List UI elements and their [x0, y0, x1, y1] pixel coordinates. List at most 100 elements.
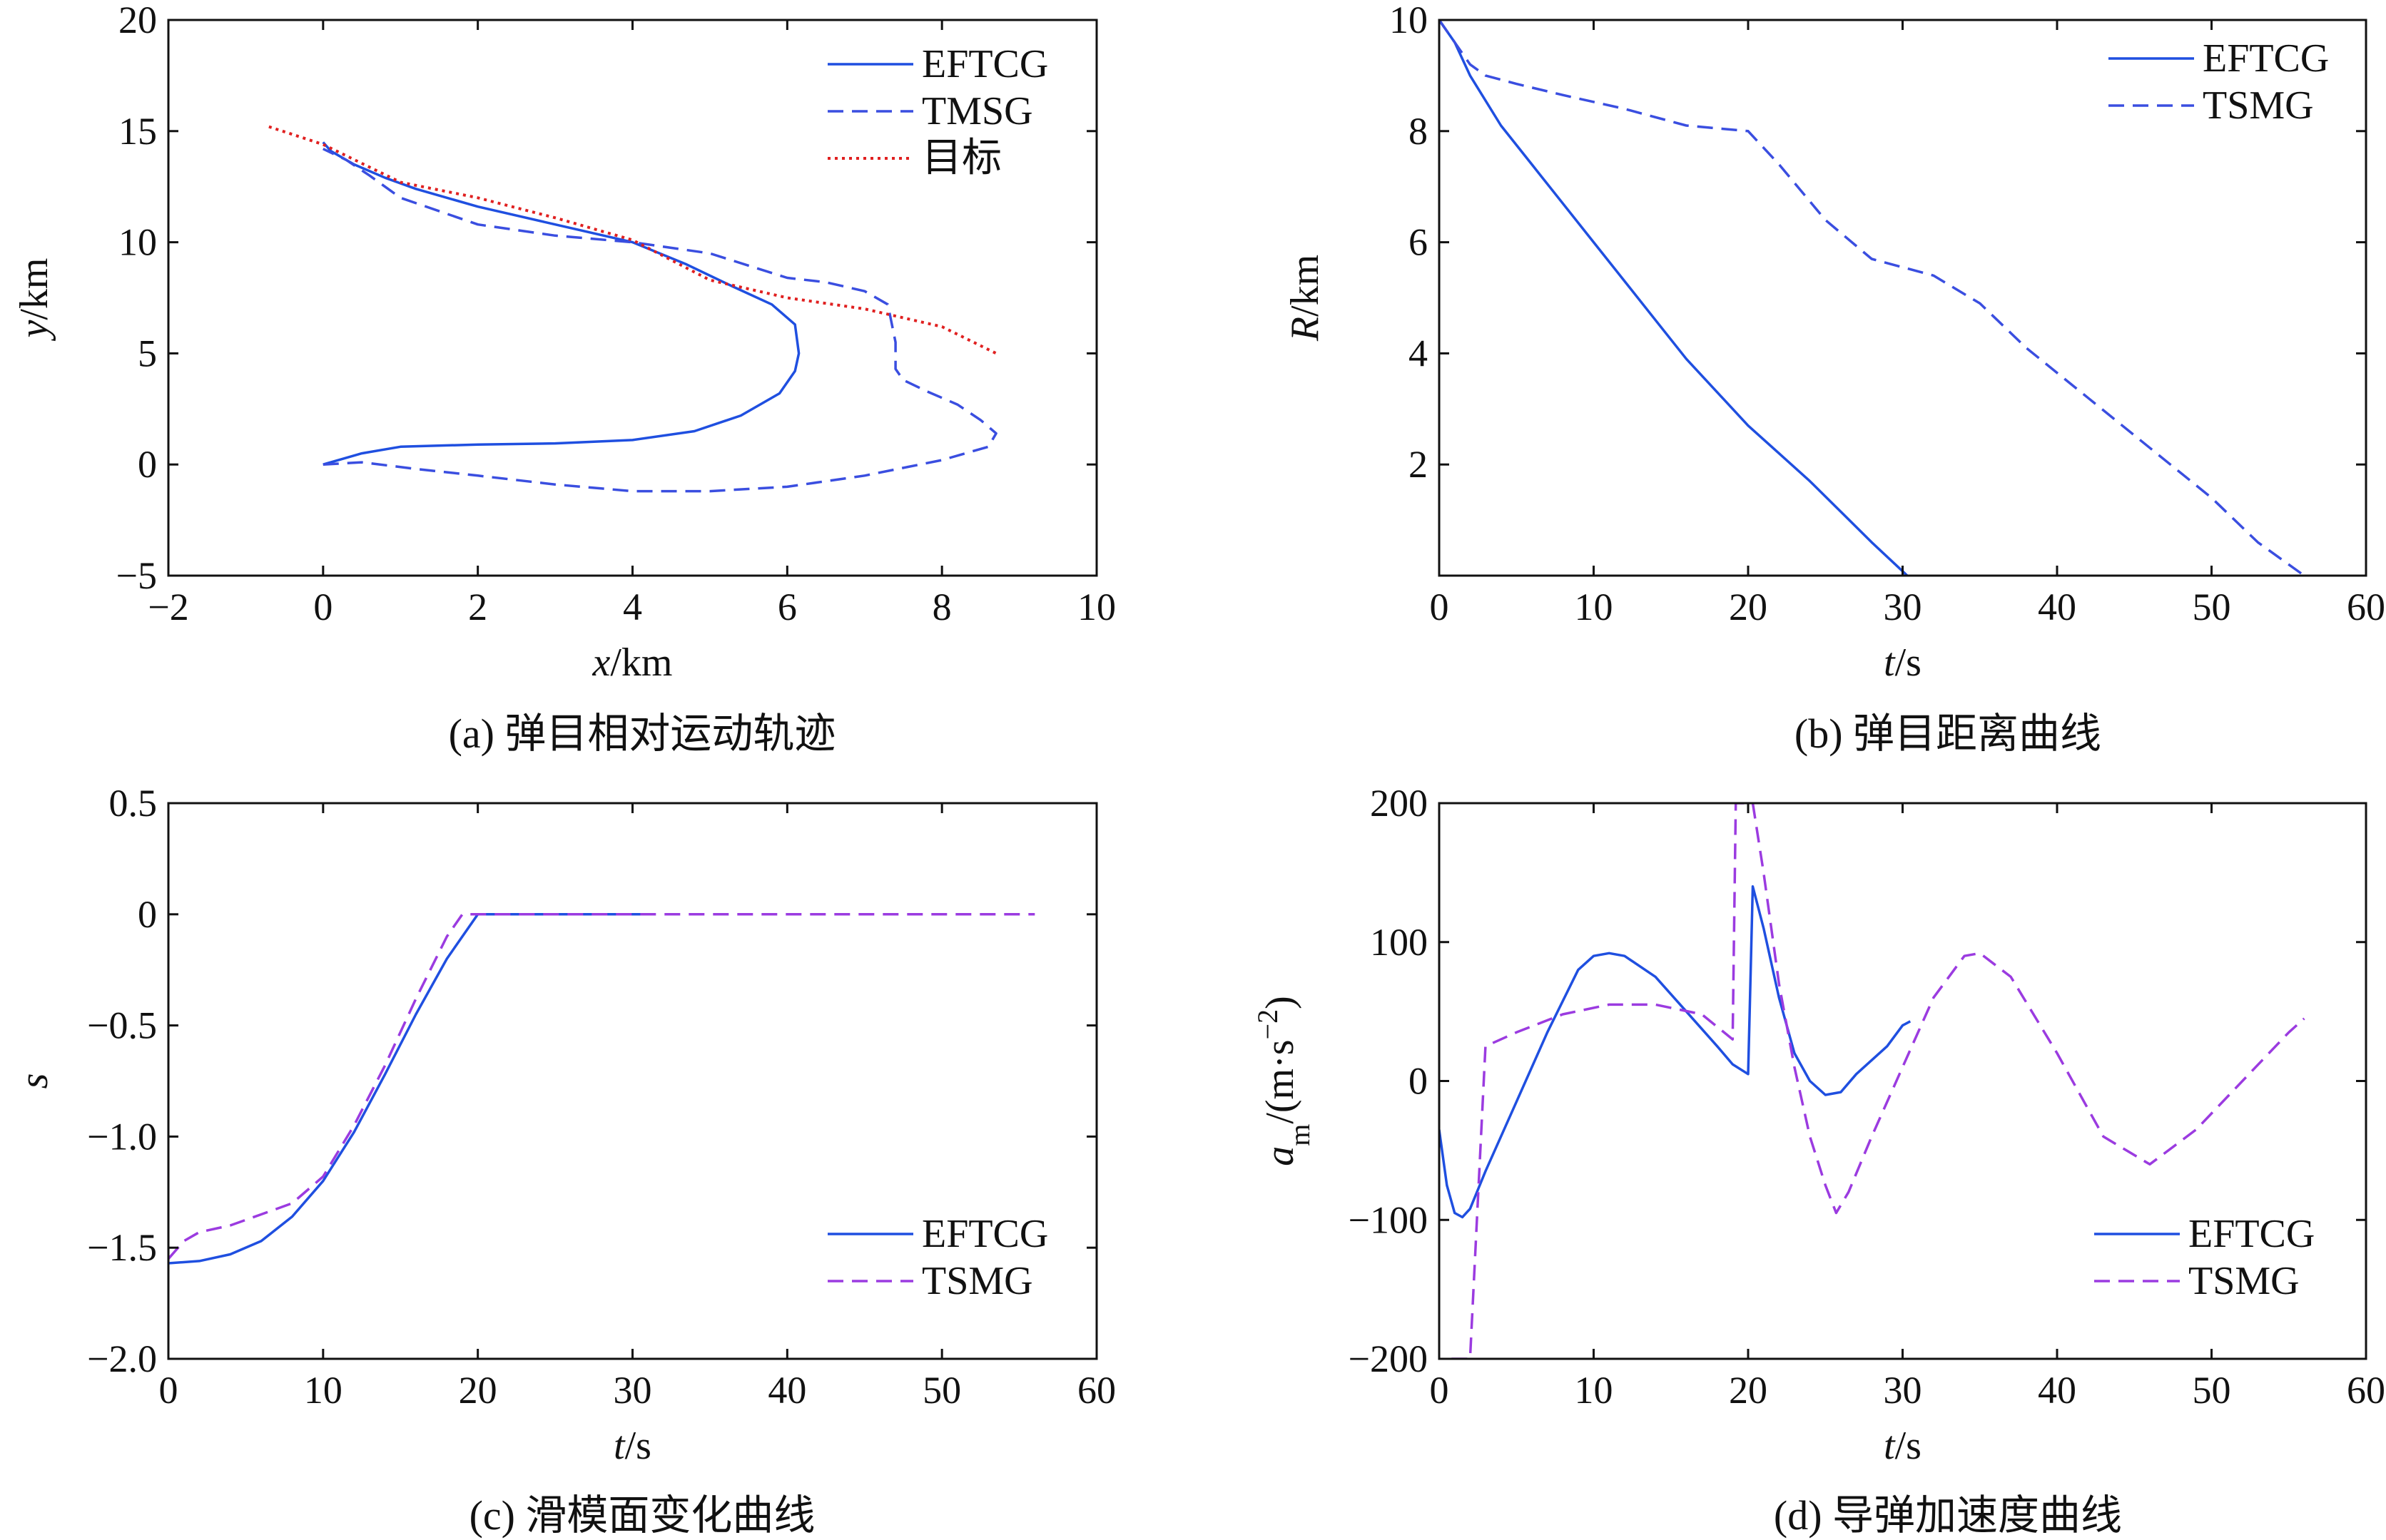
x-axis-var: t: [1884, 1424, 1896, 1468]
x-tick-label: 50: [2193, 586, 2231, 628]
x-tick-label: 0: [313, 586, 332, 628]
panel-d: 0 10 20 30 40 50 60 −200 −100 0 100 200 t/s am/(m·s−2…: [1252, 782, 2386, 1539]
series-line-TSMG: [1439, 20, 2305, 576]
y-axis-label: am/(m·s−2): [1252, 996, 1316, 1166]
y-axis-var: a: [1258, 1146, 1302, 1166]
x-tick-label: 50: [2193, 1369, 2231, 1412]
x-tick-label: 0: [1430, 586, 1449, 628]
y-tick-label: 0: [138, 443, 157, 486]
y-tick-label: 6: [1408, 221, 1428, 264]
x-axis-var: t: [1884, 641, 1896, 685]
y-axis-var: y: [12, 320, 56, 341]
x-tick-label: 10: [1575, 1369, 1613, 1412]
x-tick-label: 60: [1077, 1369, 1116, 1412]
x-tick-label: 2: [468, 586, 487, 628]
y-axis-unit: /km: [12, 258, 56, 320]
legend-label-EFTCG: EFTCG: [922, 42, 1048, 86]
legend-label-EFTCG: EFTCG: [2203, 36, 2329, 81]
y-tick-label: −0.5: [87, 1004, 157, 1047]
x-tick-label: 30: [1884, 1369, 1922, 1412]
panel-caption: (a) 弹目相对运动轨迹: [449, 710, 836, 757]
x-tick-label: 10: [1077, 586, 1116, 628]
y-axis-sub: m: [1284, 1124, 1316, 1146]
x-axis-var: t: [614, 1424, 626, 1468]
legend-label-EFTCG: EFTCG: [2188, 1212, 2315, 1256]
y-tick-label: −2.0: [87, 1337, 157, 1380]
series-line-目标: [268, 125, 997, 355]
x-axis-label: t/s: [1884, 1424, 1922, 1468]
legend-label-TSMG: TSMG: [922, 1259, 1033, 1303]
legend-label-TMSG: TMSG: [922, 89, 1033, 133]
legend-label-TSMG: TSMG: [2188, 1259, 2300, 1303]
series-line-EFTCG: [1439, 20, 1909, 576]
y-tick-label: 0.5: [109, 782, 158, 825]
series-line-EFTCG: [1439, 885, 1912, 1219]
y-tick-label: 2: [1408, 443, 1428, 486]
series-group: [168, 913, 1035, 1265]
series-line-EFTCG: [168, 913, 649, 1265]
x-tick-label: 4: [623, 586, 642, 628]
x-tick-label: 20: [459, 1369, 497, 1412]
panel-caption: (d) 导弹加速度曲线: [1774, 1492, 2122, 1539]
y-tick-label: 200: [1370, 782, 1428, 825]
series-group: [268, 125, 997, 493]
y-tick-label: −200: [1349, 1337, 1428, 1380]
x-axis-unit: /s: [1895, 1424, 1922, 1468]
y-tick-label: 15: [118, 110, 157, 153]
y-axis-var: R: [1283, 317, 1327, 342]
y-tick-label: 0: [1408, 1060, 1428, 1103]
x-tick-label: 10: [304, 1369, 342, 1412]
panel-caption: (b) 弹目距离曲线: [1794, 710, 2101, 757]
x-tick-label: 60: [2347, 586, 2385, 628]
x-tick-label: 20: [1729, 1369, 1767, 1412]
y-tick-label: 20: [118, 0, 157, 41]
legend-label-TSMG: TSMG: [2203, 83, 2314, 128]
x-axis-label: x/km: [592, 641, 673, 685]
y-tick-label: −100: [1349, 1198, 1428, 1241]
series-line-EFTCG: [322, 141, 801, 466]
y-axis-unit: /(m·s: [1258, 1039, 1302, 1123]
x-axis-unit: /km: [610, 641, 672, 685]
x-tick-label: 60: [2347, 1369, 2385, 1412]
panel-a: −2 0 2 4 6 8 10−505101520x/kmy/kmEFTCGTMSG目标(a…: [12, 0, 1116, 757]
y-tick-label: −1.0: [87, 1115, 157, 1158]
y-tick-label: 10: [118, 221, 157, 264]
x-axis-unit: /s: [625, 1424, 651, 1468]
y-axis-label: R/km: [1283, 255, 1327, 342]
series-line-TMSG: [323, 148, 997, 493]
y-tick-label: 0: [138, 893, 157, 936]
y-tick-label: −1.5: [87, 1226, 157, 1269]
legend-label-EFTCG: EFTCG: [922, 1212, 1048, 1256]
x-tick-label: 10: [1575, 586, 1613, 628]
series-group: [1439, 20, 2305, 576]
x-axis-label: t/s: [1884, 641, 1922, 685]
x-tick-label: 8: [933, 586, 952, 628]
panel-c: 0 10 20 30 40 50 60 −2.0 −1.5 −1.0 −0.5 0 0.5 t/s s EFT…: [12, 782, 1116, 1539]
legend-label-目标: 目标: [922, 136, 1002, 180]
series-group: [1439, 803, 2305, 1359]
x-tick-label: 30: [1884, 586, 1922, 628]
x-tick-label: 30: [614, 1369, 652, 1412]
x-tick-label: −2: [148, 586, 188, 628]
series-line-TSMG: [168, 913, 1035, 1260]
x-axis-unit: /s: [1895, 641, 1922, 685]
x-tick-label: 40: [2038, 1369, 2076, 1412]
x-tick-label: 6: [778, 586, 797, 628]
y-axis-var: s: [12, 1074, 56, 1089]
y-axis-label: y/km: [12, 258, 56, 342]
x-tick-label: 20: [1729, 586, 1767, 628]
y-axis-close: ): [1258, 996, 1302, 1009]
panel-caption: (c) 滑模面变化曲线: [469, 1492, 816, 1539]
y-tick-label: 100: [1370, 921, 1428, 964]
x-axis-label: t/s: [614, 1424, 651, 1468]
x-tick-label: 40: [768, 1369, 806, 1412]
y-tick-label: 8: [1408, 110, 1428, 153]
y-axis-sup: −2: [1252, 1009, 1284, 1040]
y-tick-label: 10: [1389, 0, 1428, 41]
x-axis-var: x: [592, 641, 611, 685]
